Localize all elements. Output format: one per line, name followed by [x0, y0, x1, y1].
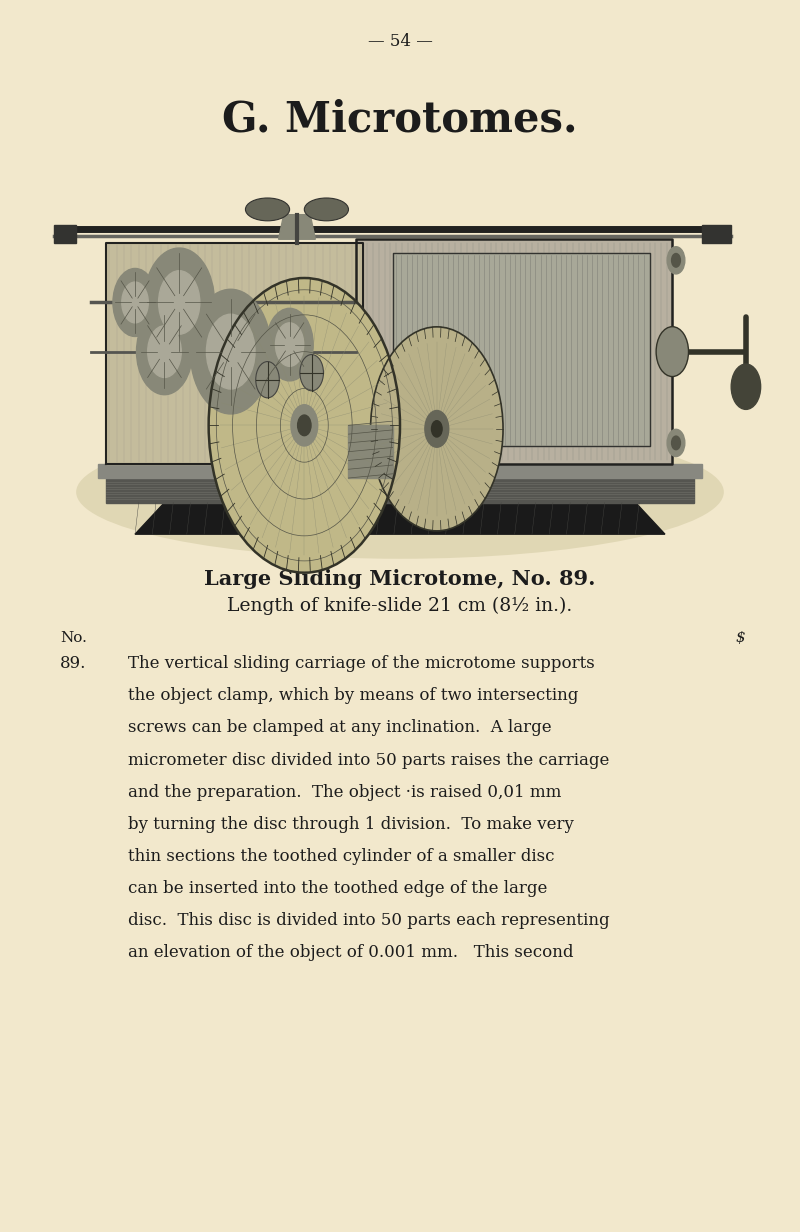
Circle shape — [144, 248, 214, 357]
Text: micrometer disc divided into 50 parts raises the carriage: micrometer disc divided into 50 parts ra… — [128, 752, 610, 769]
Text: the object clamp, which by means of two intersecting: the object clamp, which by means of two … — [128, 687, 578, 705]
Text: disc.  This disc is divided into 50 parts each representing: disc. This disc is divided into 50 parts… — [128, 912, 610, 929]
Polygon shape — [393, 254, 650, 446]
Polygon shape — [312, 450, 430, 464]
Text: an elevation of the object of 0.001 mm.   This second: an elevation of the object of 0.001 mm. … — [128, 944, 574, 961]
Polygon shape — [278, 214, 315, 239]
Circle shape — [298, 415, 311, 436]
Circle shape — [291, 405, 318, 446]
Circle shape — [300, 355, 323, 391]
Polygon shape — [356, 239, 672, 464]
Text: and the preparation.  The object ·is raised 0,01 mm: and the preparation. The object ·is rais… — [128, 784, 562, 801]
Circle shape — [122, 282, 148, 323]
Circle shape — [206, 314, 255, 389]
Text: by turning the disc through 1 division.  To make very: by turning the disc through 1 division. … — [128, 816, 574, 833]
Circle shape — [370, 326, 503, 531]
Ellipse shape — [246, 198, 290, 221]
Circle shape — [431, 420, 442, 437]
Polygon shape — [54, 225, 76, 243]
Polygon shape — [106, 243, 363, 464]
Text: The vertical sliding carriage of the microtome supports: The vertical sliding carriage of the mic… — [128, 655, 594, 673]
Polygon shape — [297, 464, 444, 478]
Circle shape — [113, 269, 157, 336]
Text: 89.: 89. — [60, 655, 86, 673]
Circle shape — [158, 271, 200, 334]
Text: thin sections the toothed cylinder of a smaller disc: thin sections the toothed cylinder of a … — [128, 848, 554, 865]
Polygon shape — [98, 464, 702, 478]
Text: screws can be clamped at any inclination.  A large: screws can be clamped at any inclination… — [128, 719, 552, 737]
Circle shape — [656, 326, 689, 377]
Circle shape — [209, 278, 400, 573]
Circle shape — [667, 429, 685, 457]
Polygon shape — [135, 503, 665, 535]
Text: can be inserted into the toothed edge of the large: can be inserted into the toothed edge of… — [128, 880, 547, 897]
Circle shape — [190, 290, 271, 414]
Text: No.: No. — [60, 631, 87, 644]
Circle shape — [671, 436, 681, 450]
Circle shape — [425, 410, 449, 447]
Polygon shape — [106, 478, 694, 503]
Polygon shape — [702, 225, 731, 243]
Circle shape — [137, 308, 193, 394]
Text: $: $ — [736, 631, 746, 644]
Circle shape — [275, 323, 304, 366]
Circle shape — [667, 338, 685, 365]
Polygon shape — [349, 425, 393, 478]
Circle shape — [266, 308, 313, 381]
Circle shape — [671, 254, 681, 267]
Text: G. Microtomes.: G. Microtomes. — [222, 99, 578, 140]
Circle shape — [671, 345, 681, 359]
Text: Length of knife-slide 21 cm (8¹⁄₂ in.).: Length of knife-slide 21 cm (8¹⁄₂ in.). — [227, 596, 573, 615]
Text: Large Sliding Microtome, No. 89.: Large Sliding Microtome, No. 89. — [204, 569, 596, 589]
Ellipse shape — [76, 425, 724, 559]
Ellipse shape — [304, 198, 349, 221]
Circle shape — [667, 246, 685, 274]
Circle shape — [256, 361, 279, 398]
Circle shape — [731, 363, 761, 409]
Text: — 54 —: — 54 — — [367, 33, 433, 51]
Circle shape — [148, 325, 182, 377]
